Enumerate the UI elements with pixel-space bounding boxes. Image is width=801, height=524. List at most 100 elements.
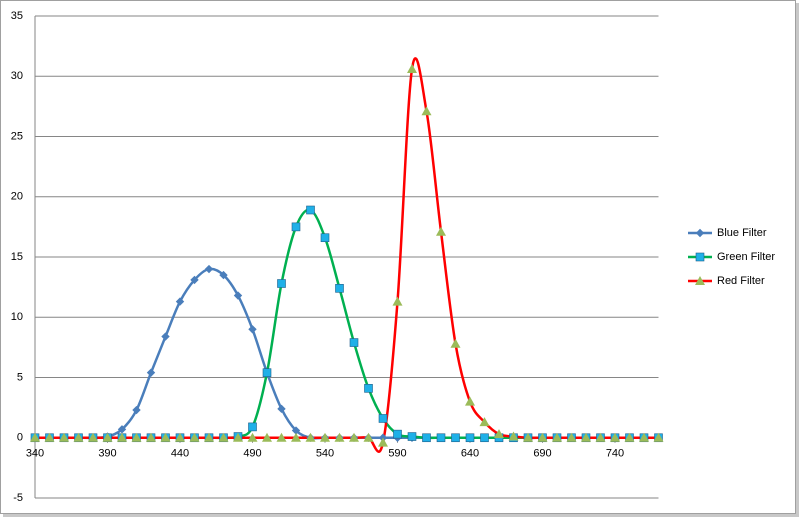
marker: [88, 432, 98, 442]
marker: [204, 264, 214, 274]
marker: [44, 432, 55, 442]
marker: [102, 432, 113, 442]
marker: [146, 368, 156, 377]
marker: [335, 284, 344, 293]
x-tick-label: 390: [98, 448, 116, 460]
marker: [421, 106, 432, 116]
marker: [363, 432, 374, 442]
marker: [175, 297, 185, 306]
marker: [247, 432, 258, 442]
marker: [523, 432, 533, 442]
x-tick-label: 690: [533, 448, 551, 460]
marker: [349, 432, 359, 442]
x-tick-label: 340: [26, 448, 44, 460]
x-tick-label: 440: [171, 448, 189, 460]
marker: [248, 325, 257, 334]
marker: [695, 228, 705, 238]
marker: [306, 205, 315, 215]
marker: [160, 432, 171, 442]
marker: [494, 429, 504, 439]
marker: [291, 432, 301, 442]
marker: [305, 432, 316, 442]
legend-label: Red Filter: [717, 275, 765, 287]
marker: [695, 252, 705, 262]
marker: [537, 432, 548, 442]
marker: [320, 432, 330, 442]
marker: [277, 404, 286, 414]
y-tick-label: 15: [11, 251, 23, 263]
marker: [595, 432, 606, 442]
y-tick-label: 35: [11, 10, 23, 22]
marker: [639, 432, 649, 442]
y-tick-label: 0: [17, 432, 23, 444]
marker: [262, 368, 272, 377]
marker: [334, 432, 345, 442]
marker: [276, 432, 287, 442]
marker: [480, 433, 489, 443]
marker: [175, 432, 185, 442]
marker: [465, 433, 475, 443]
marker: [117, 425, 127, 434]
marker: [422, 433, 431, 443]
x-tick-label: 590: [388, 448, 406, 460]
marker: [59, 432, 69, 442]
marker: [610, 432, 620, 442]
marker: [320, 233, 330, 243]
marker: [451, 433, 460, 443]
marker: [364, 384, 373, 393]
y-tick-label: 25: [11, 130, 23, 142]
marker: [465, 396, 475, 406]
marker: [117, 432, 127, 442]
marker: [349, 338, 359, 347]
marker: [508, 431, 519, 441]
x-tick-label: 490: [243, 448, 261, 460]
marker: [291, 426, 301, 435]
marker: [277, 279, 286, 288]
marker: [73, 432, 84, 442]
marker: [219, 270, 228, 280]
marker: [218, 432, 229, 442]
marker: [233, 432, 243, 442]
marker: [566, 432, 577, 442]
marker: [30, 432, 40, 442]
marker: [450, 338, 461, 348]
marker: [552, 432, 562, 442]
marker: [291, 222, 301, 232]
x-tick-label: 740: [606, 448, 624, 460]
y-tick-label: -5: [13, 492, 23, 504]
marker: [407, 432, 417, 441]
marker: [262, 432, 272, 442]
marker: [378, 437, 388, 447]
legend-label: Green Filter: [717, 251, 775, 263]
marker: [189, 432, 200, 442]
y-tick-label: 10: [11, 311, 23, 323]
marker: [233, 291, 243, 300]
marker: [132, 405, 141, 415]
marker: [695, 276, 705, 285]
marker: [479, 417, 490, 427]
x-tick-label: 540: [316, 448, 334, 460]
y-tick-label: 5: [17, 371, 23, 383]
x-tick-label: 640: [461, 448, 479, 460]
marker: [436, 433, 446, 443]
series-line: [35, 57, 659, 453]
y-tick-label: 20: [11, 191, 23, 203]
marker: [653, 432, 664, 442]
marker: [392, 296, 403, 306]
marker: [146, 432, 156, 442]
marker: [131, 432, 142, 442]
marker: [581, 432, 591, 442]
marker: [407, 64, 417, 74]
marker: [378, 414, 388, 423]
legend-label: Blue Filter: [717, 227, 767, 239]
marker: [248, 422, 257, 432]
marker: [190, 275, 199, 285]
marker: [204, 432, 214, 442]
marker: [393, 429, 402, 439]
marker: [436, 226, 446, 236]
marker: [624, 432, 635, 442]
marker: [161, 332, 170, 341]
y-tick-label: 30: [11, 70, 23, 82]
